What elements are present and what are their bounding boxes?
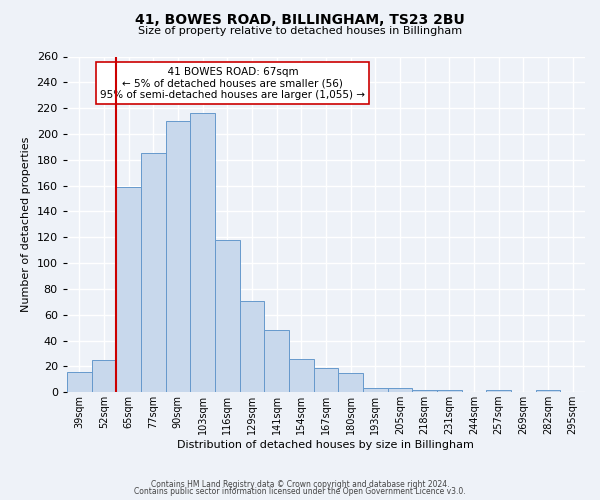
Bar bbox=[215, 240, 239, 392]
Bar bbox=[314, 368, 338, 392]
Bar bbox=[388, 388, 412, 392]
Bar bbox=[141, 154, 166, 392]
Bar bbox=[264, 330, 289, 392]
Text: Size of property relative to detached houses in Billingham: Size of property relative to detached ho… bbox=[138, 26, 462, 36]
Text: Contains HM Land Registry data © Crown copyright and database right 2024.: Contains HM Land Registry data © Crown c… bbox=[151, 480, 449, 489]
Bar bbox=[536, 390, 560, 392]
Bar bbox=[289, 358, 314, 392]
Text: 41 BOWES ROAD: 67sqm  
← 5% of detached houses are smaller (56)
95% of semi-deta: 41 BOWES ROAD: 67sqm ← 5% of detached ho… bbox=[100, 66, 365, 100]
Bar bbox=[412, 390, 437, 392]
Bar bbox=[487, 390, 511, 392]
Y-axis label: Number of detached properties: Number of detached properties bbox=[21, 136, 31, 312]
Bar bbox=[363, 388, 388, 392]
Text: 41, BOWES ROAD, BILLINGHAM, TS23 2BU: 41, BOWES ROAD, BILLINGHAM, TS23 2BU bbox=[135, 12, 465, 26]
Bar bbox=[92, 360, 116, 392]
Bar bbox=[67, 372, 92, 392]
Bar bbox=[437, 390, 461, 392]
Bar bbox=[338, 373, 363, 392]
X-axis label: Distribution of detached houses by size in Billingham: Distribution of detached houses by size … bbox=[178, 440, 475, 450]
Bar bbox=[239, 300, 264, 392]
Bar bbox=[190, 114, 215, 392]
Bar bbox=[116, 187, 141, 392]
Text: Contains public sector information licensed under the Open Government Licence v3: Contains public sector information licen… bbox=[134, 488, 466, 496]
Bar bbox=[166, 121, 190, 392]
